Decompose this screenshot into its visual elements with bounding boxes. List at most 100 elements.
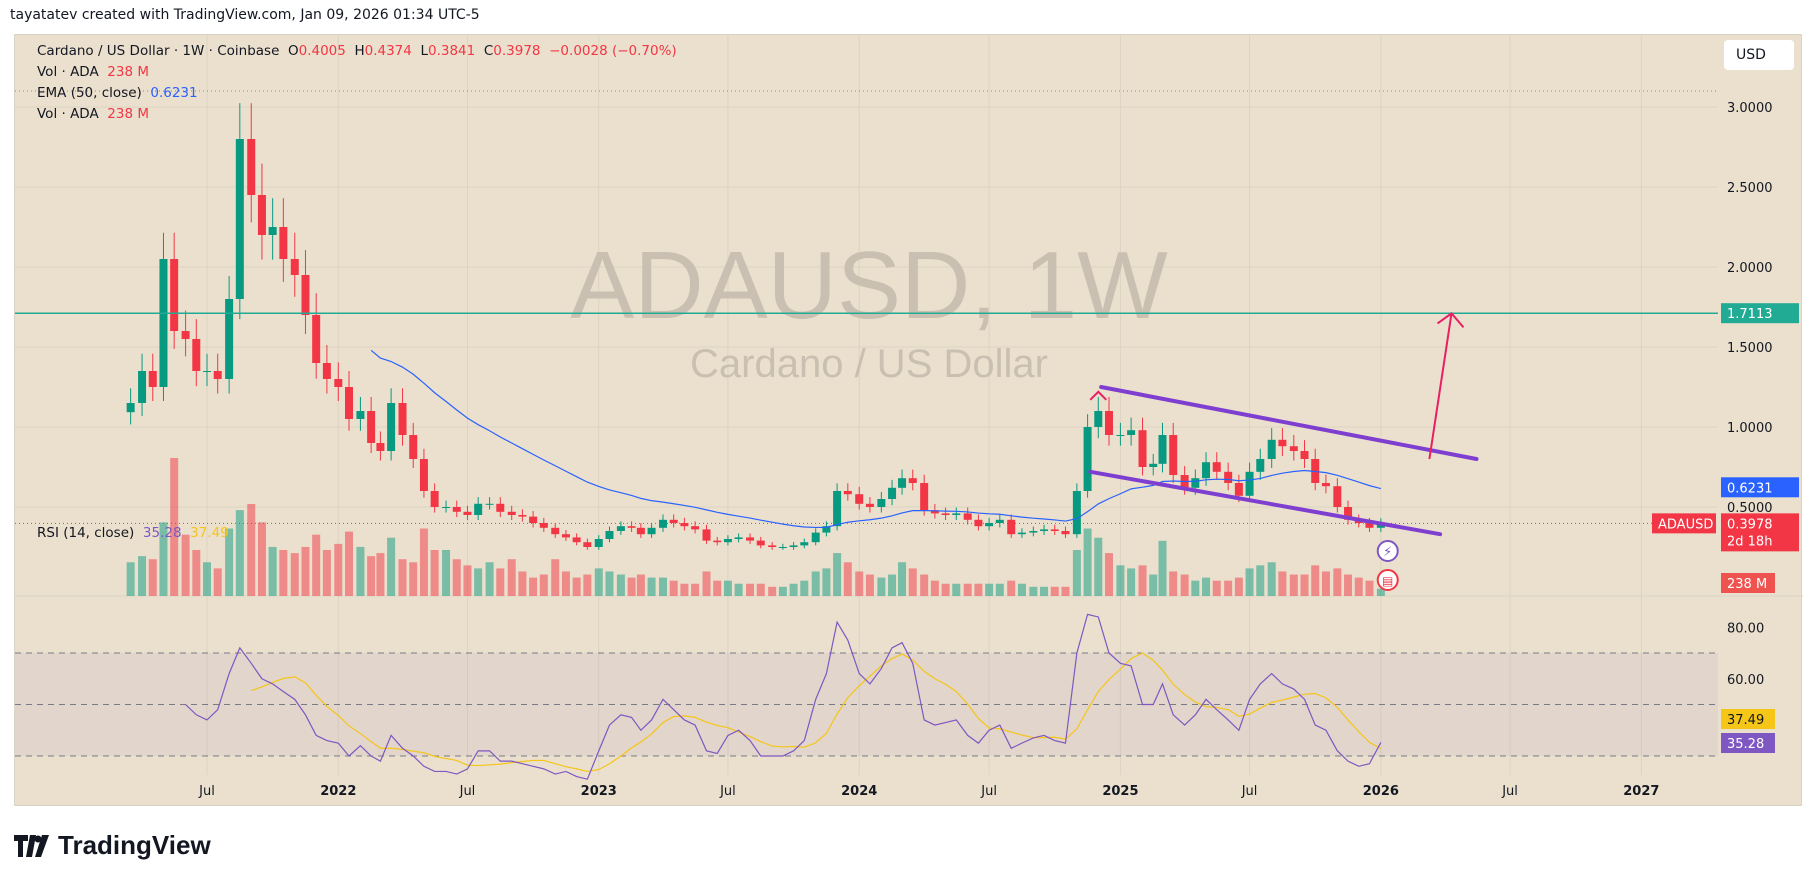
candle-body [561,534,570,538]
candle-body [192,339,201,371]
candle-body [322,363,331,379]
chart-svg[interactable]: Jul 2022 Jul 2023 Jul 2024 Jul 2025 Jul 2026 Jul 20… [15,35,1803,807]
volume-legend-2[interactable]: Vol · ADA 238 M [37,106,149,122]
candle-body [713,540,722,543]
ema-legend[interactable]: EMA (50, close) 0.6231 [37,85,198,101]
volume-bar [865,574,874,596]
volume-bar [1029,586,1038,596]
candle-body [877,499,886,507]
rsi-label: RSI (14, close) [37,525,135,541]
candle-body [734,537,743,539]
price-axis-label: 3.0000 [1727,101,1773,116]
candle-body [213,371,222,379]
currency-button[interactable]: USD [1724,40,1794,70]
volume-bar [605,571,614,596]
candle-body [1007,519,1016,535]
volume-bar [1180,574,1189,596]
price-axis-label: 0.5000 [1727,501,1773,516]
candle-body [1138,430,1147,467]
volume-bar [181,534,190,596]
candle-body [356,411,365,419]
candle-body [669,519,678,523]
volume-bar [1333,568,1342,596]
candle-body [257,195,266,235]
volume-bar [963,583,972,596]
level-price-badge: 1.7113 [1727,307,1773,322]
ema-price-badge: 0.6231 [1727,481,1773,496]
volume-bar [680,583,689,596]
volume-bar [1224,580,1233,596]
volume-bar [995,583,1004,596]
rsi-axis-label: 80.00 [1727,621,1764,636]
rsi-ma-line [251,652,1382,773]
chart-area[interactable]: Jul 2022 Jul 2023 Jul 2024 Jul 2025 Jul 2026 Jul 20… [14,34,1803,807]
volume-bar [616,574,625,596]
price-axis-label: 1.5000 [1727,341,1773,356]
volume-bar [669,580,678,596]
credit-line: tayatatev created with TradingView.com, … [10,7,480,23]
candle-body [1083,427,1092,491]
change-value: −0.0028 (−0.70%) [549,43,677,59]
symbol-badge-bg [1652,513,1716,534]
candle-body [430,491,439,507]
volume-legend[interactable]: Vol · ADA 238 M [37,64,149,80]
low-value: 0.3841 [428,43,476,59]
volume-bar [877,577,886,596]
ema-line [370,349,1382,529]
price-axis-label: 2.5000 [1727,181,1773,196]
candle-body [594,539,603,547]
candle-body [888,487,897,499]
volume-bar [356,546,365,596]
price-axis-label: 1.0000 [1727,421,1773,436]
time-axis-label: 2024 [841,784,877,799]
rsi-legend[interactable]: RSI (14, close) 35.28 37.49 [37,525,229,541]
ema-value: 0.6231 [150,85,198,101]
candle-body [159,259,168,387]
volume-bar [387,537,396,596]
candle-body [485,503,494,505]
logo-text: TradingView [58,830,211,860]
volume-bar [1245,568,1254,596]
volume-bar [1017,583,1026,596]
volume-bar [213,568,222,596]
candle-body [908,478,917,483]
candle-body [898,478,907,488]
candle-body [974,519,983,527]
volume-bar [496,568,505,596]
volume-bar [334,543,343,596]
volume-bar [734,583,743,596]
rsi-ma-badge-bg [1721,709,1775,729]
tradingview-logo[interactable]: TradingView [14,830,211,861]
volume-bar [409,562,418,596]
open-label: O [287,43,299,59]
candle-body [1040,529,1049,531]
candle-body [1029,531,1038,533]
channel-upper-line [1099,385,1479,461]
volume-bar [843,562,852,596]
candle-body [1256,459,1265,472]
volume-bar [985,583,994,596]
volume-bar [148,559,157,596]
rsi-ma-badge: 37.49 [1727,713,1764,728]
volume-bar [756,583,765,596]
candle-body [658,519,667,528]
volume-bar [572,577,581,596]
volume-bar [1354,577,1363,596]
candle-body [268,227,277,235]
volume-bar [974,583,983,596]
candle-body [1245,471,1254,496]
volume-bar [920,574,929,596]
candle-body [605,531,614,539]
candle-body [1149,463,1158,467]
candle-body [1202,462,1211,479]
volume-bar [723,580,732,596]
volume-value: 238 M [107,64,150,80]
tradingview-logo-icon [14,834,49,857]
volume-bar [1138,565,1147,596]
rsi-axis-label: 60.00 [1727,673,1764,688]
candle-body [279,227,288,259]
volume-bar [1169,571,1178,596]
arrow-head-icon [1436,312,1465,329]
candle-body [1017,532,1026,535]
volume-bar [529,577,538,596]
